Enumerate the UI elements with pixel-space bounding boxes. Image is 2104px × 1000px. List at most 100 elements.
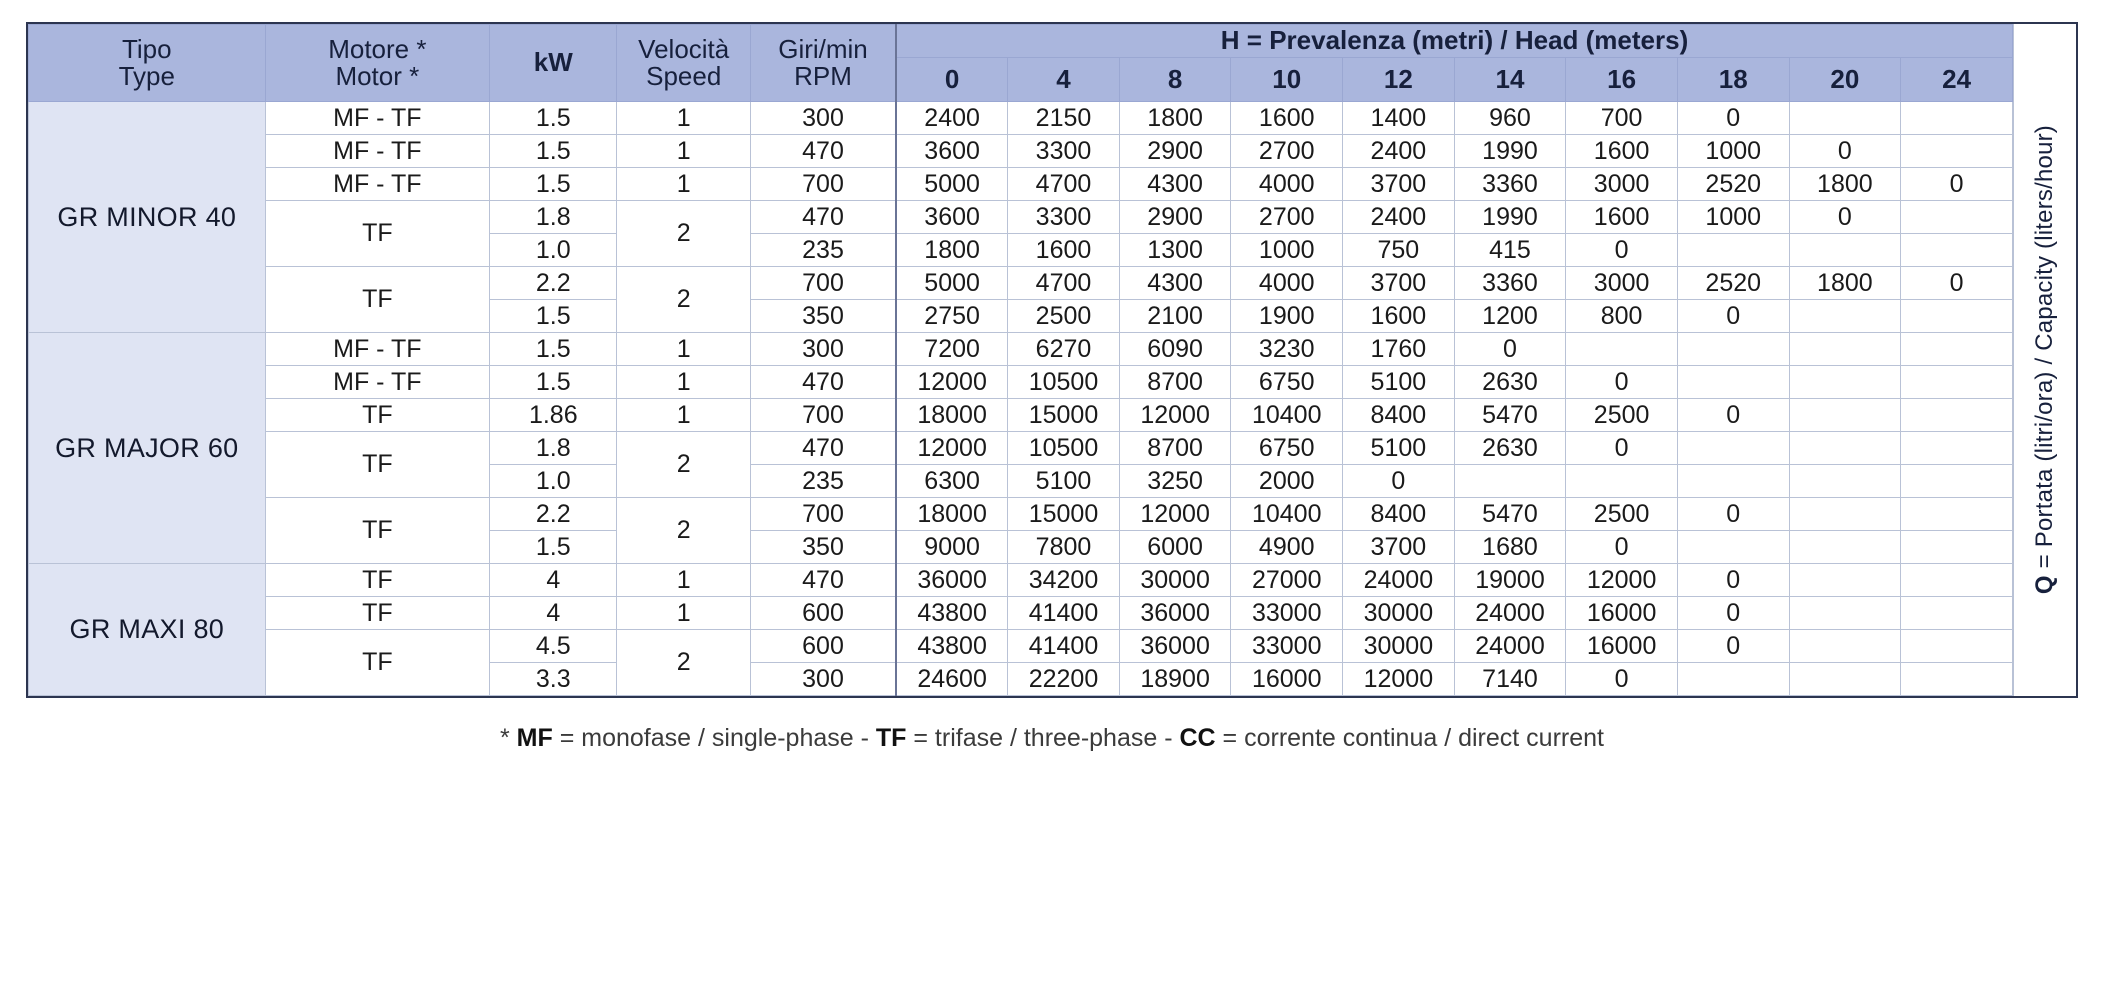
capacity-empty bbox=[1788, 596, 1902, 630]
rpm-value: 470 bbox=[749, 200, 897, 234]
speed-value: 2 bbox=[616, 431, 751, 498]
capacity-value: 8400 bbox=[1342, 497, 1455, 531]
rpm-value: 700 bbox=[749, 266, 897, 300]
capacity-value: 3360 bbox=[1453, 266, 1567, 300]
speed-value: 2 bbox=[616, 497, 751, 564]
capacity-empty bbox=[1900, 299, 2013, 333]
head-tick-12: 12 bbox=[1342, 57, 1455, 102]
capacity-value: 18900 bbox=[1118, 662, 1232, 696]
kw-value: 3.3 bbox=[489, 662, 618, 696]
speed-value: 2 bbox=[616, 629, 751, 696]
header-type-en: Type bbox=[118, 61, 175, 91]
footnote-mf-abbr: MF bbox=[516, 724, 553, 752]
table-row: TF 4 1 600 43800 41400 36000 33000 30000 24000 160… bbox=[29, 596, 2013, 630]
rpm-value: 470 bbox=[749, 431, 897, 465]
kw-value: 1.0 bbox=[489, 233, 618, 267]
speed-value: 1 bbox=[616, 398, 751, 432]
capacity-value: 43800 bbox=[895, 596, 1009, 630]
capacity-value: 12000 bbox=[1565, 563, 1678, 597]
header-speed: Velocità Speed bbox=[616, 24, 751, 102]
capacity-value: 1990 bbox=[1453, 200, 1567, 234]
capacity-value: 0 bbox=[1565, 233, 1678, 267]
capacity-value: 0 bbox=[1676, 596, 1790, 630]
capacity-empty bbox=[1900, 497, 2013, 531]
rpm-value: 300 bbox=[749, 101, 897, 135]
capacity-empty bbox=[1900, 134, 2013, 168]
table-row: MF - TF 1.5 1 470 12000 10500 8700 6750 5100 2630… bbox=[29, 365, 2013, 399]
capacity-empty bbox=[1676, 431, 1790, 465]
head-tick-24: 24 bbox=[1900, 57, 2013, 102]
motor-type: TF bbox=[264, 200, 491, 267]
capacity-value: 15000 bbox=[1007, 497, 1120, 531]
capacity-value: 3230 bbox=[1230, 332, 1344, 366]
capacity-value: 12000 bbox=[895, 365, 1009, 399]
capacity-value: 1000 bbox=[1230, 233, 1344, 267]
capacity-value: 4000 bbox=[1230, 167, 1344, 201]
footnote-mf-text: = monofase / single-phase - bbox=[552, 724, 876, 752]
kw-value: 1.5 bbox=[489, 299, 618, 333]
capacity-empty bbox=[1788, 629, 1902, 663]
capacity-empty bbox=[1565, 464, 1678, 498]
capacity-empty bbox=[1900, 200, 2013, 234]
head-tick-0: 0 bbox=[895, 57, 1009, 102]
header-speed-it: Velocità bbox=[638, 33, 730, 64]
capacity-value: 4300 bbox=[1118, 266, 1232, 300]
capacity-value: 1990 bbox=[1453, 134, 1567, 168]
table-row: 1.0 235 1800 1600 1300 1000 750 415 0 bbox=[29, 233, 2013, 267]
capacity-value: 0 bbox=[1453, 332, 1567, 366]
kw-value: 1.5 bbox=[489, 365, 618, 399]
capacity-value: 3000 bbox=[1565, 167, 1678, 201]
capacity-value: 16000 bbox=[1230, 662, 1344, 696]
capacity-value: 3300 bbox=[1007, 134, 1120, 168]
motor-type: TF bbox=[264, 398, 491, 432]
capacity-value: 1400 bbox=[1342, 101, 1455, 135]
capacity-value: 5100 bbox=[1342, 365, 1455, 399]
capacity-empty bbox=[1676, 464, 1790, 498]
header-row-titles: Tipo Type Motore * Motor * kW Velocità S… bbox=[28, 24, 2014, 102]
rpm-value: 300 bbox=[749, 662, 897, 696]
head-tick-10: 10 bbox=[1230, 57, 1344, 102]
footnote-cc-abbr: CC bbox=[1179, 724, 1216, 752]
kw-value: 1.8 bbox=[489, 431, 618, 465]
capacity-value: 12000 bbox=[1118, 497, 1232, 531]
capacity-value: 2500 bbox=[1565, 398, 1678, 432]
speed-value: 1 bbox=[616, 596, 751, 630]
capacity-value: 10400 bbox=[1230, 497, 1344, 531]
header-rpm: Giri/min RPM bbox=[749, 24, 897, 102]
rpm-value: 350 bbox=[749, 299, 897, 333]
model-name: GR MAJOR 60 bbox=[28, 332, 266, 564]
capacity-value: 0 bbox=[1676, 299, 1790, 333]
capacity-value: 6270 bbox=[1007, 332, 1120, 366]
capacity-value: 5000 bbox=[895, 266, 1009, 300]
capacity-value: 415 bbox=[1453, 233, 1567, 267]
speed-value: 1 bbox=[616, 365, 751, 399]
capacity-value: 24000 bbox=[1342, 563, 1455, 597]
q-label-text: = Portata (litri/ora) / Capacity (liters… bbox=[2031, 125, 2058, 576]
capacity-value: 2630 bbox=[1453, 365, 1567, 399]
capacity-value: 0 bbox=[1788, 134, 1902, 168]
model-name: GR MINOR 40 bbox=[28, 101, 266, 333]
capacity-value: 1600 bbox=[1342, 299, 1455, 333]
capacity-value: 18000 bbox=[895, 398, 1009, 432]
capacity-value: 0 bbox=[1342, 464, 1455, 498]
capacity-value: 3250 bbox=[1118, 464, 1232, 498]
capacity-empty bbox=[1453, 464, 1567, 498]
capacity-value: 18000 bbox=[895, 497, 1009, 531]
capacity-value: 1800 bbox=[895, 233, 1009, 267]
motor-type: TF bbox=[264, 629, 491, 696]
table-row: 1.0 235 6300 5100 3250 2000 0 bbox=[29, 464, 2013, 498]
header-motor-it: Motore * bbox=[328, 33, 427, 64]
table-footnote: * MF = monofase / single-phase - TF = tr… bbox=[26, 724, 2078, 753]
capacity-value: 10400 bbox=[1230, 398, 1344, 432]
capacity-value: 3700 bbox=[1342, 530, 1455, 564]
capacity-empty bbox=[1788, 299, 1902, 333]
kw-value: 4.5 bbox=[489, 629, 618, 663]
capacity-value: 2630 bbox=[1453, 431, 1567, 465]
capacity-value: 2750 bbox=[895, 299, 1009, 333]
capacity-empty bbox=[1900, 596, 2013, 630]
head-tick-8: 8 bbox=[1118, 57, 1232, 102]
capacity-value: 1600 bbox=[1230, 101, 1344, 135]
capacity-empty bbox=[1900, 662, 2013, 696]
capacity-value: 43800 bbox=[895, 629, 1009, 663]
